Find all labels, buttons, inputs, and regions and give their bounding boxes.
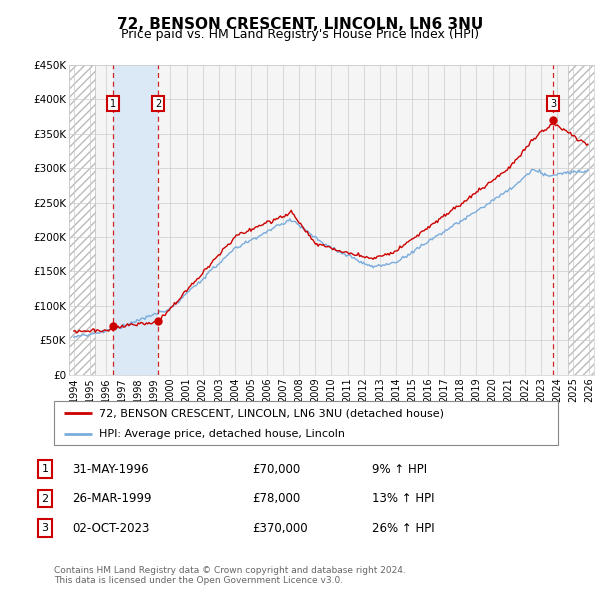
Text: £70,000: £70,000 bbox=[252, 463, 300, 476]
Bar bbox=[69, 65, 95, 375]
Text: 72, BENSON CRESCENT, LINCOLN, LN6 3NU (detached house): 72, BENSON CRESCENT, LINCOLN, LN6 3NU (d… bbox=[100, 408, 445, 418]
Bar bbox=[113, 65, 158, 375]
Text: 9% ↑ HPI: 9% ↑ HPI bbox=[372, 463, 427, 476]
FancyBboxPatch shape bbox=[54, 401, 558, 445]
Text: 72, BENSON CRESCENT, LINCOLN, LN6 3NU: 72, BENSON CRESCENT, LINCOLN, LN6 3NU bbox=[117, 17, 483, 31]
Text: 3: 3 bbox=[41, 523, 49, 533]
Text: Price paid vs. HM Land Registry's House Price Index (HPI): Price paid vs. HM Land Registry's House … bbox=[121, 28, 479, 41]
Text: 1: 1 bbox=[110, 99, 116, 109]
Text: 3: 3 bbox=[550, 99, 556, 109]
Text: 26-MAR-1999: 26-MAR-1999 bbox=[72, 492, 151, 505]
Text: 2: 2 bbox=[155, 99, 161, 109]
Text: 26% ↑ HPI: 26% ↑ HPI bbox=[372, 522, 434, 535]
Bar bbox=[568, 65, 594, 375]
Text: 1: 1 bbox=[41, 464, 49, 474]
Text: £370,000: £370,000 bbox=[252, 522, 308, 535]
Text: 13% ↑ HPI: 13% ↑ HPI bbox=[372, 492, 434, 505]
Text: HPI: Average price, detached house, Lincoln: HPI: Average price, detached house, Linc… bbox=[100, 429, 346, 439]
Text: 02-OCT-2023: 02-OCT-2023 bbox=[72, 522, 149, 535]
Text: 31-MAY-1996: 31-MAY-1996 bbox=[72, 463, 149, 476]
Text: £78,000: £78,000 bbox=[252, 492, 300, 505]
Text: Contains HM Land Registry data © Crown copyright and database right 2024.
This d: Contains HM Land Registry data © Crown c… bbox=[54, 566, 406, 585]
Text: 2: 2 bbox=[41, 494, 49, 503]
